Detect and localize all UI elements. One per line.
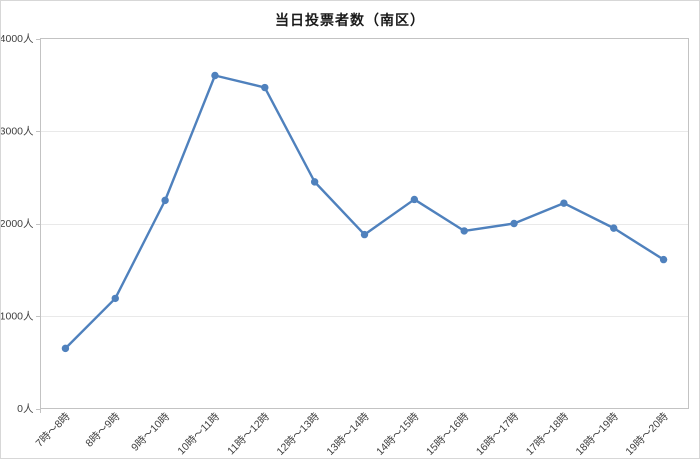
y-axis-label: 0人 (17, 403, 34, 415)
x-axis-label: 13時～14時 (324, 410, 372, 458)
data-point-marker (560, 199, 568, 207)
x-axis-label: 7時～8時 (34, 410, 73, 449)
x-axis-label: 9時～10時 (129, 410, 173, 454)
data-point-marker (261, 83, 269, 92)
x-axis-label: 17時～18時 (524, 410, 572, 458)
data-point-marker (510, 219, 518, 228)
data-point-marker (610, 224, 618, 232)
x-axis-label: 12時～13時 (274, 410, 322, 458)
data-point-marker (659, 255, 668, 264)
x-axis-label: 8時～9時 (83, 410, 122, 449)
series-line (64, 74, 665, 350)
x-axis-label: 10時～11時 (175, 410, 222, 457)
y-axis-label: 1000人 (0, 311, 34, 323)
data-point-marker (111, 294, 119, 303)
data-point-marker (360, 230, 369, 239)
x-axis-label: 11時～12時 (225, 410, 272, 457)
y-axis-label: 3000人 (0, 126, 34, 138)
y-axis-label: 4000人 (0, 33, 34, 45)
data-point-marker (310, 178, 319, 186)
plot-border (40, 38, 689, 409)
x-axis-label: 19時～20時 (623, 410, 671, 458)
data-point-marker (61, 344, 70, 353)
y-axis-label: 2000人 (0, 218, 34, 230)
x-axis-label: 18時～19時 (574, 410, 622, 458)
x-axis-label: 14時～15時 (374, 410, 422, 458)
x-axis-label: 16時～17時 (474, 410, 522, 458)
data-point-marker (410, 195, 419, 204)
x-axis-label: 15時～16時 (424, 410, 472, 458)
data-point-marker (211, 71, 219, 80)
data-point-marker (460, 227, 468, 235)
chart-title: 当日投票者数（南区） (275, 12, 425, 28)
data-point-marker (161, 196, 169, 205)
